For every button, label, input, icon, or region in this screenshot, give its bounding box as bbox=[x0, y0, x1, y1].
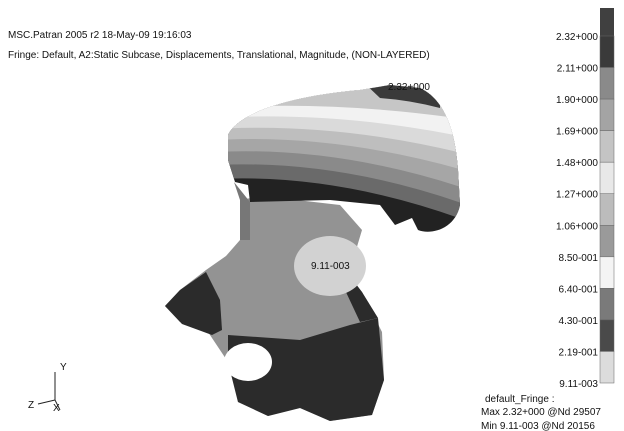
legend-label: 2.19-001 bbox=[559, 347, 599, 358]
min-annotation: 9.11-003 bbox=[311, 261, 350, 272]
legend-swatch bbox=[600, 131, 614, 163]
legend-swatch bbox=[600, 257, 614, 289]
legend-swatch bbox=[600, 8, 614, 36]
legend-label: 6.40-001 bbox=[559, 284, 599, 295]
legend-label: 1.69+000 bbox=[556, 127, 598, 138]
hole bbox=[224, 343, 272, 381]
footer-line: Max 2.32+000 @Nd 29507 bbox=[481, 407, 601, 418]
legend-label: 1.27+000 bbox=[556, 190, 598, 201]
header-line: Fringe: Default, A2:Static Subcase, Disp… bbox=[8, 50, 430, 61]
legend-label: 1.06+000 bbox=[556, 221, 598, 232]
legend-swatch bbox=[600, 99, 614, 131]
legend-label: 1.48+000 bbox=[556, 158, 598, 169]
axis-label: Y bbox=[60, 362, 67, 373]
legend-swatch bbox=[600, 36, 614, 68]
legend-swatch bbox=[600, 68, 614, 100]
axis-label: Z bbox=[28, 400, 34, 411]
legend-label: 2.11+000 bbox=[557, 64, 599, 75]
legend-swatch bbox=[600, 320, 614, 352]
legend-swatch bbox=[600, 162, 614, 194]
footer-line: Min 9.11-003 @Nd 20156 bbox=[481, 421, 595, 431]
legend-swatch bbox=[600, 225, 614, 257]
footer-line: default_Fringe : bbox=[485, 394, 555, 405]
max-annotation: 2.32+000 bbox=[388, 82, 430, 93]
legend-label: 8.50-001 bbox=[559, 253, 599, 264]
header-line: MSC.Patran 2005 r2 18-May-09 19:16:03 bbox=[8, 30, 192, 41]
legend-swatch bbox=[600, 194, 614, 226]
legend-swatch bbox=[600, 288, 614, 320]
legend-label: 4.30-001 bbox=[559, 316, 599, 327]
axis-label: X bbox=[53, 403, 60, 414]
patran-viewport: MSC.Patran 2005 r2 18-May-09 19:16:03 Fr… bbox=[0, 0, 624, 431]
legend-label: 9.11-003 bbox=[559, 379, 598, 390]
legend-label: 2.32+000 bbox=[556, 32, 598, 43]
legend-swatch bbox=[600, 351, 614, 383]
legend-label: 1.90+000 bbox=[556, 95, 598, 106]
